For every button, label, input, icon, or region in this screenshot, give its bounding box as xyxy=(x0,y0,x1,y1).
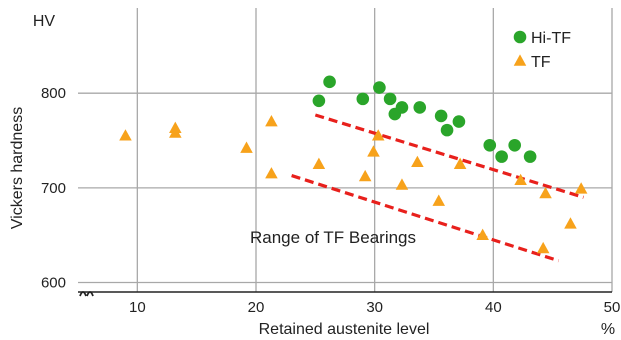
point-hi-tf xyxy=(373,81,386,94)
y-unit-label: HV xyxy=(33,13,56,30)
grid xyxy=(78,8,613,292)
point-hi-tf xyxy=(523,150,537,163)
legend-label-hi-tf: Hi-TF xyxy=(531,30,571,47)
x-tick-labels: 10 20 30 40 50 xyxy=(129,299,620,316)
y-axis-title: Vickers hardness xyxy=(9,107,26,229)
x-tick-label: 40 xyxy=(485,299,502,316)
point-tf xyxy=(432,194,446,206)
point-tf xyxy=(476,228,489,240)
point-hi-tf xyxy=(323,75,336,89)
trend-lines xyxy=(291,113,584,263)
y-tick-labels: 600 700 800 xyxy=(41,85,66,291)
point-hi-tf xyxy=(312,94,326,108)
point-tf xyxy=(395,178,409,190)
legend-label-tf: TF xyxy=(531,54,551,71)
point-tf xyxy=(265,115,278,127)
point-hi-tf xyxy=(483,138,497,152)
point-hi-tf xyxy=(383,92,397,106)
point-tf xyxy=(265,167,278,179)
point-tf xyxy=(169,121,182,133)
y-tick-label: 600 xyxy=(41,275,66,292)
trend-line-1 xyxy=(314,113,584,199)
point-hi-tf xyxy=(413,101,427,114)
point-tf xyxy=(312,157,326,169)
point-tf xyxy=(358,169,372,182)
axes xyxy=(78,291,612,297)
legend-marker-tf xyxy=(513,54,527,66)
range-annotation: Range of TF Bearings xyxy=(250,228,416,247)
point-tf xyxy=(574,182,588,194)
axis-break-mark xyxy=(79,291,94,297)
x-axis-title: Retained austenite level xyxy=(259,321,430,338)
x-tick-label: 30 xyxy=(366,299,383,316)
point-tf xyxy=(119,129,132,141)
point-hi-tf xyxy=(508,138,521,152)
x-tick-label: 20 xyxy=(248,299,265,316)
legend-marker-hi-tf xyxy=(513,30,527,44)
point-tf xyxy=(240,141,253,153)
point-tf xyxy=(514,173,527,186)
data-points xyxy=(119,75,588,254)
point-tf xyxy=(453,157,467,169)
point-hi-tf xyxy=(434,109,448,123)
point-tf xyxy=(371,129,385,141)
point-hi-tf xyxy=(395,101,409,114)
point-tf xyxy=(564,217,577,229)
point-tf xyxy=(539,186,552,199)
trend-line-2 xyxy=(291,174,560,263)
y-tick-label: 700 xyxy=(41,180,66,197)
x-tick-label: 50 xyxy=(604,299,621,316)
x-unit-label: % xyxy=(601,321,615,338)
point-hi-tf xyxy=(356,92,370,106)
x-tick-label: 10 xyxy=(129,299,146,316)
point-tf xyxy=(367,145,380,157)
legend: Hi-TF TF xyxy=(513,30,571,71)
point-hi-tf xyxy=(452,115,466,128)
point-hi-tf xyxy=(440,123,454,137)
y-tick-label: 800 xyxy=(41,85,66,102)
point-hi-tf xyxy=(495,150,508,163)
point-tf xyxy=(536,241,550,254)
point-tf xyxy=(411,155,424,168)
